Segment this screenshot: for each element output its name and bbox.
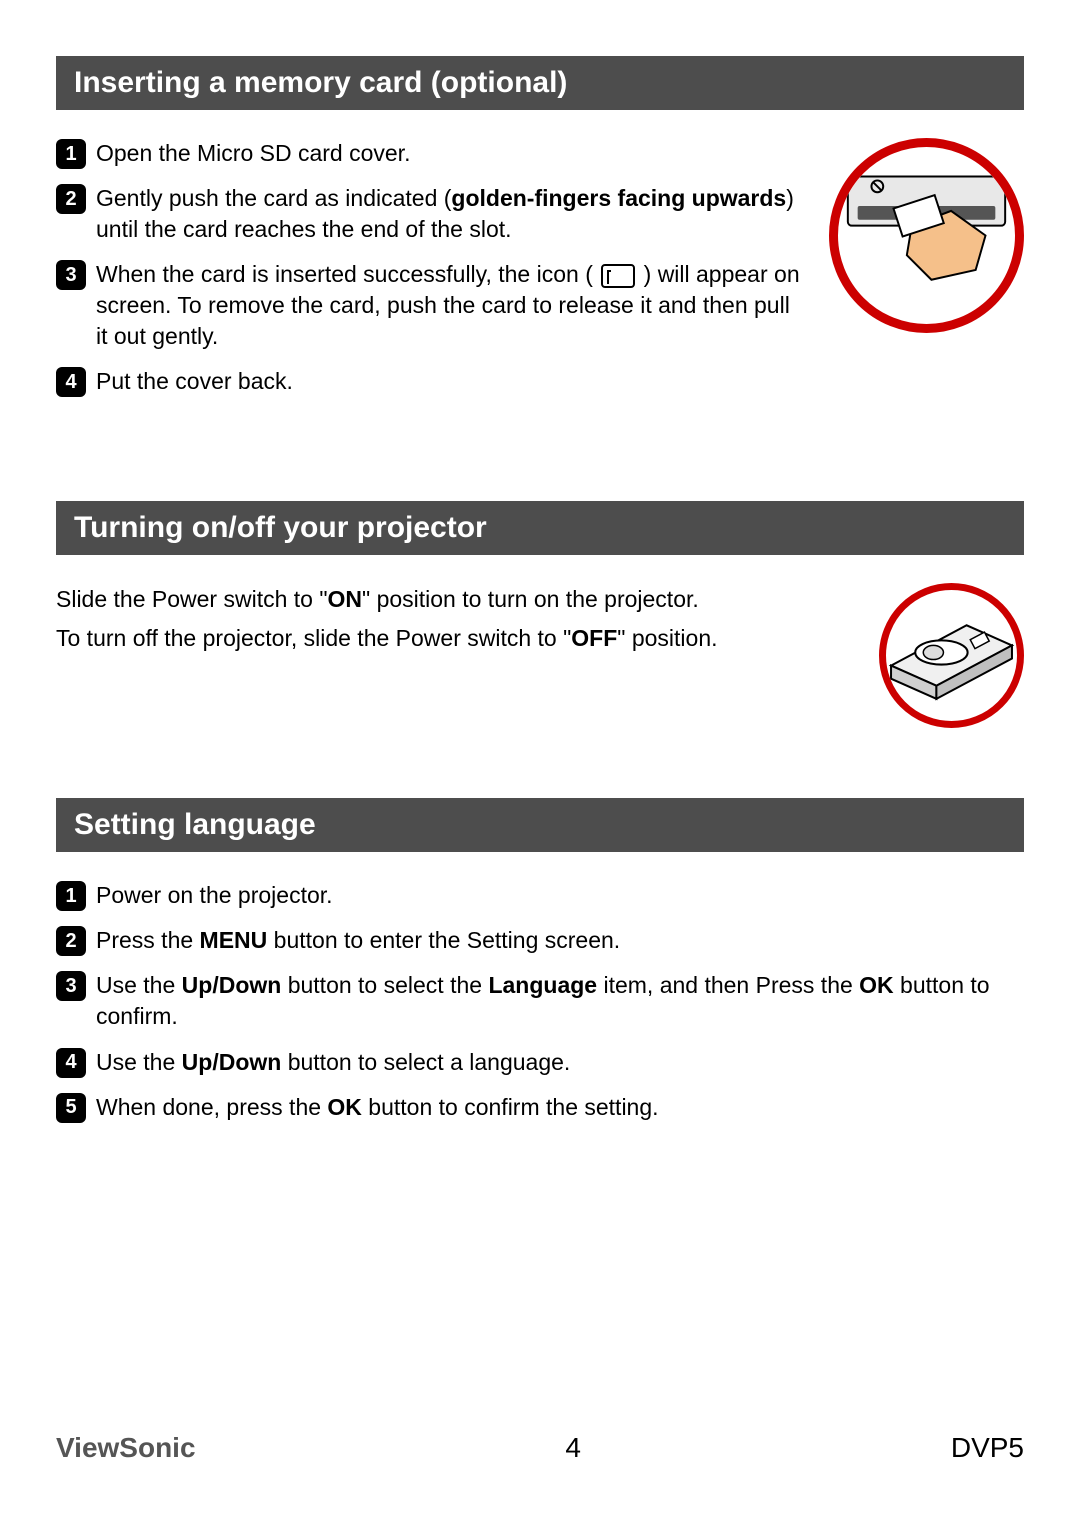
step-item: 4 Use the Up/Down button to select a lan… <box>56 1047 1024 1078</box>
illustration-sd-card <box>829 138 1024 333</box>
paragraph: To turn off the projector, slide the Pow… <box>56 622 855 654</box>
step-text: Open the Micro SD card cover. <box>96 138 805 169</box>
illustration-power-switch <box>879 583 1024 728</box>
step-text: When done, press the OK button to confir… <box>96 1092 1024 1123</box>
paragraphs: Slide the Power switch to "ON" position … <box>56 583 855 659</box>
model-label: DVP5 <box>951 1432 1024 1464</box>
step-number-badge: 1 <box>56 881 86 911</box>
step-item: 1 Power on the projector. <box>56 880 1024 911</box>
sd-card-icon <box>601 264 635 288</box>
step-number-badge: 4 <box>56 367 86 397</box>
step-number-badge: 3 <box>56 260 86 290</box>
brand-label: ViewSonic <box>56 1432 196 1464</box>
section-header: Setting language <box>56 798 1024 852</box>
step-item: 2 Press the MENU button to enter the Set… <box>56 925 1024 956</box>
manual-page: Inserting a memory card (optional) 1 Ope… <box>0 0 1080 1522</box>
step-number-badge: 3 <box>56 971 86 1001</box>
step-item: 3 Use the Up/Down button to select the L… <box>56 970 1024 1032</box>
step-text: Put the cover back. <box>96 366 805 397</box>
step-item: 3 When the card is inserted successfully… <box>56 259 805 352</box>
step-text: Power on the projector. <box>96 880 1024 911</box>
step-number-badge: 2 <box>56 184 86 214</box>
step-item: 1 Open the Micro SD card cover. <box>56 138 805 169</box>
section-header: Inserting a memory card (optional) <box>56 56 1024 110</box>
section-header: Turning on/off your projector <box>56 501 1024 555</box>
section-memory-card: Inserting a memory card (optional) 1 Ope… <box>56 56 1024 411</box>
step-text: Gently push the card as indicated (golde… <box>96 183 805 245</box>
steps-list: 1 Open the Micro SD card cover. 2 Gently… <box>56 138 805 411</box>
step-text: Press the MENU button to enter the Setti… <box>96 925 1024 956</box>
step-number-badge: 4 <box>56 1048 86 1078</box>
step-number-badge: 1 <box>56 139 86 169</box>
page-footer: ViewSonic 4 DVP5 <box>56 1432 1024 1464</box>
step-number-badge: 2 <box>56 926 86 956</box>
step-item: 5 When done, press the OK button to conf… <box>56 1092 1024 1123</box>
paragraph: Slide the Power switch to "ON" position … <box>56 583 855 615</box>
steps-list: 1 Power on the projector. 2 Press the ME… <box>56 880 1024 1122</box>
step-item: 2 Gently push the card as indicated (gol… <box>56 183 805 245</box>
step-text: Use the Up/Down button to select a langu… <box>96 1047 1024 1078</box>
page-number: 4 <box>565 1432 581 1464</box>
step-item: 4 Put the cover back. <box>56 366 805 397</box>
step-text: Use the Up/Down button to select the Lan… <box>96 970 1024 1032</box>
step-text: When the card is inserted successfully, … <box>96 259 805 352</box>
step-number-badge: 5 <box>56 1093 86 1123</box>
section-language: Setting language 1 Power on the projecto… <box>56 798 1024 1122</box>
section-power: Turning on/off your projector Slide the … <box>56 501 1024 728</box>
